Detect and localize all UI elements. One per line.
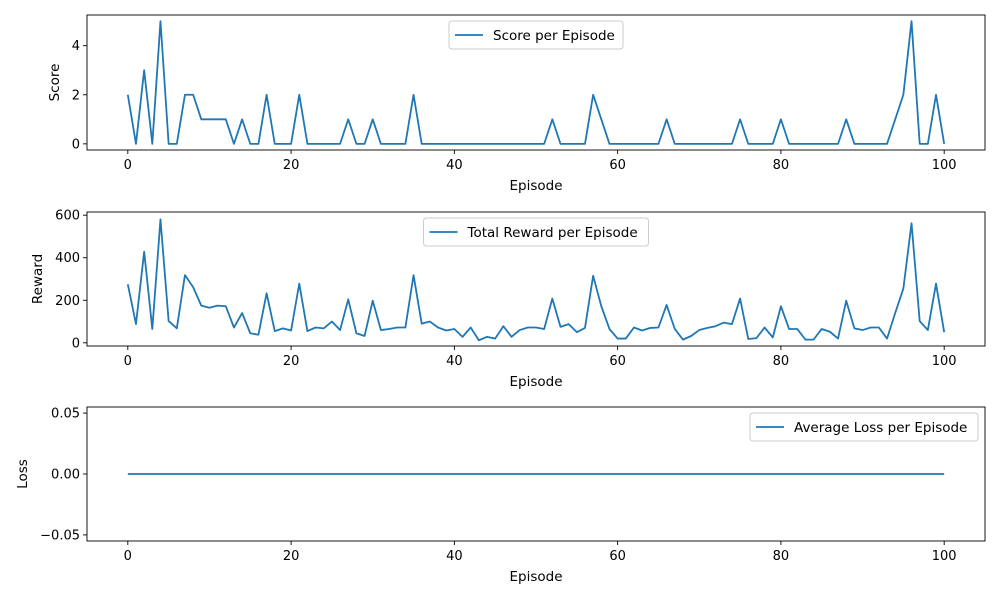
x-tick-label: 0 bbox=[124, 158, 132, 173]
y-tick-label: 400 bbox=[55, 251, 80, 266]
x-tick-label: 0 bbox=[124, 354, 132, 369]
axes-frame bbox=[86, 211, 986, 347]
y-tick-label: 0.05 bbox=[51, 407, 80, 422]
x-tick-label: 20 bbox=[283, 158, 300, 173]
x-axis-label: Episode bbox=[509, 178, 562, 194]
x-tick-label: 60 bbox=[609, 549, 626, 564]
y-tick-label: 0.00 bbox=[51, 468, 80, 483]
y-axis-label: Reward bbox=[30, 254, 46, 304]
legend-box bbox=[749, 412, 979, 442]
x-tick-label: 80 bbox=[773, 158, 790, 173]
y-tick-label: 0 bbox=[72, 137, 80, 152]
x-tick-label: 80 bbox=[773, 549, 790, 564]
x-axis-label: Episode bbox=[509, 569, 562, 585]
legend: Average Loss per Episode bbox=[749, 412, 979, 442]
chart-panel-1: 0 20 40 60 80 100 0 2 4 Episode Score Score per Epi… bbox=[47, 14, 986, 194]
x-tick-label: 0 bbox=[124, 549, 132, 564]
y-tick-label: 600 bbox=[55, 209, 80, 224]
x-tick-label: 100 bbox=[932, 158, 957, 173]
y-tick-label: −0.05 bbox=[40, 528, 80, 543]
y-tick-label: 200 bbox=[55, 294, 80, 309]
y-tick-label: 0 bbox=[72, 336, 80, 351]
series-line bbox=[126, 20, 946, 145]
chart-panel-3: 0 20 40 60 80 100 −0.05 0.00 0.05 Episode Loss Aver… bbox=[15, 406, 986, 585]
chart-panel-2: 0 20 40 60 80 100 0 200 400 600 Episode Reward Total… bbox=[30, 209, 986, 390]
y-tick-label: 4 bbox=[72, 39, 80, 54]
x-tick-label: 40 bbox=[446, 354, 463, 369]
legend-label: Score per Episode bbox=[493, 28, 615, 44]
x-tick-label: 60 bbox=[609, 354, 626, 369]
x-tick-label: 40 bbox=[446, 158, 463, 173]
x-tick-label: 80 bbox=[773, 354, 790, 369]
series-line bbox=[126, 218, 946, 342]
x-tick-label: 60 bbox=[609, 158, 626, 173]
x-axis-label: Episode bbox=[509, 374, 562, 390]
x-tick-label: 40 bbox=[446, 549, 463, 564]
legend-box bbox=[423, 217, 649, 247]
legend-label: Total Reward per Episode bbox=[467, 225, 638, 241]
legend-box bbox=[448, 20, 624, 50]
x-tick-label: 100 bbox=[932, 354, 957, 369]
y-axis-label: Loss bbox=[15, 459, 31, 489]
legend: Score per Episode bbox=[448, 20, 624, 50]
x-tick-label: 20 bbox=[283, 549, 300, 564]
x-tick-label: 100 bbox=[932, 549, 957, 564]
axes-frame bbox=[86, 14, 986, 151]
legend: Total Reward per Episode bbox=[423, 217, 649, 247]
y-tick-label: 2 bbox=[72, 88, 80, 103]
legend-label: Average Loss per Episode bbox=[794, 420, 967, 436]
y-axis-label: Score bbox=[47, 64, 63, 102]
x-tick-label: 20 bbox=[283, 354, 300, 369]
